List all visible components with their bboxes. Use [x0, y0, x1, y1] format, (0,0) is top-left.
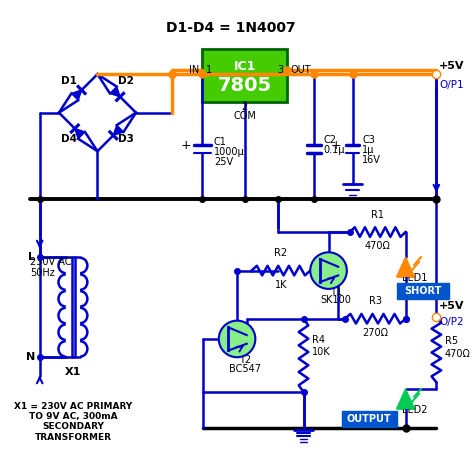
Text: R1: R1 — [371, 210, 384, 219]
Text: C2: C2 — [324, 136, 337, 146]
Text: 16V: 16V — [362, 155, 381, 165]
Text: 1000μ: 1000μ — [214, 147, 245, 157]
Text: LED1: LED1 — [402, 273, 428, 283]
Text: D2: D2 — [118, 76, 134, 86]
Polygon shape — [72, 90, 82, 100]
Text: COM: COM — [233, 111, 256, 121]
Text: 470Ω: 470Ω — [365, 241, 391, 251]
Text: C1: C1 — [214, 138, 227, 147]
Text: 7805: 7805 — [218, 76, 272, 95]
Text: 470Ω: 470Ω — [445, 349, 471, 359]
Text: SHORT: SHORT — [404, 286, 442, 296]
Text: X1 = 230V AC PRIMARY
TO 9V AC, 300mA
SECONDARY
TRANSFORMER: X1 = 230V AC PRIMARY TO 9V AC, 300mA SEC… — [14, 402, 133, 442]
Polygon shape — [397, 389, 414, 408]
Text: IC1: IC1 — [234, 60, 256, 73]
Text: O/P1: O/P1 — [439, 80, 464, 90]
Text: 0.1μ: 0.1μ — [324, 145, 345, 155]
Text: SK100: SK100 — [321, 295, 352, 305]
Polygon shape — [113, 125, 124, 135]
Text: T1: T1 — [330, 287, 342, 297]
Text: T2: T2 — [239, 355, 251, 365]
Circle shape — [310, 252, 347, 289]
Text: L: L — [28, 252, 35, 262]
Text: 10K: 10K — [312, 347, 331, 357]
Text: 2: 2 — [242, 102, 248, 112]
Text: 230V AC
50Hz: 230V AC 50Hz — [30, 257, 72, 278]
Text: O/P2: O/P2 — [439, 316, 464, 327]
Text: D1: D1 — [61, 76, 76, 86]
Text: +5V: +5V — [439, 61, 465, 71]
Text: R4: R4 — [312, 335, 325, 345]
Text: 1μ: 1μ — [362, 145, 374, 155]
Text: OUT: OUT — [290, 66, 310, 75]
Text: +: + — [180, 139, 191, 152]
Text: R2: R2 — [274, 248, 287, 258]
Polygon shape — [110, 87, 120, 97]
Circle shape — [219, 321, 255, 357]
FancyBboxPatch shape — [342, 411, 397, 426]
Text: X1: X1 — [65, 366, 82, 377]
Text: OUTPUT: OUTPUT — [346, 414, 391, 424]
Text: +: + — [330, 139, 341, 152]
Text: 270Ω: 270Ω — [362, 328, 388, 338]
Text: C3: C3 — [362, 136, 375, 146]
Text: +5V: +5V — [439, 301, 465, 311]
Text: IN: IN — [189, 66, 200, 75]
Text: D3: D3 — [118, 133, 134, 144]
FancyBboxPatch shape — [397, 283, 449, 299]
Text: BC547: BC547 — [229, 364, 261, 373]
Text: R5: R5 — [445, 336, 458, 346]
Polygon shape — [397, 257, 414, 277]
Text: 25V: 25V — [214, 157, 233, 167]
Text: D1-D4 = 1N4007: D1-D4 = 1N4007 — [166, 21, 296, 35]
Text: 1: 1 — [206, 66, 212, 75]
Polygon shape — [75, 129, 85, 139]
Text: 3: 3 — [277, 66, 283, 75]
Text: D4: D4 — [61, 133, 77, 144]
FancyBboxPatch shape — [202, 49, 287, 102]
Text: LED2: LED2 — [402, 405, 428, 415]
Text: R3: R3 — [369, 296, 382, 306]
Text: 1K: 1K — [274, 280, 287, 290]
Text: N: N — [26, 352, 35, 362]
